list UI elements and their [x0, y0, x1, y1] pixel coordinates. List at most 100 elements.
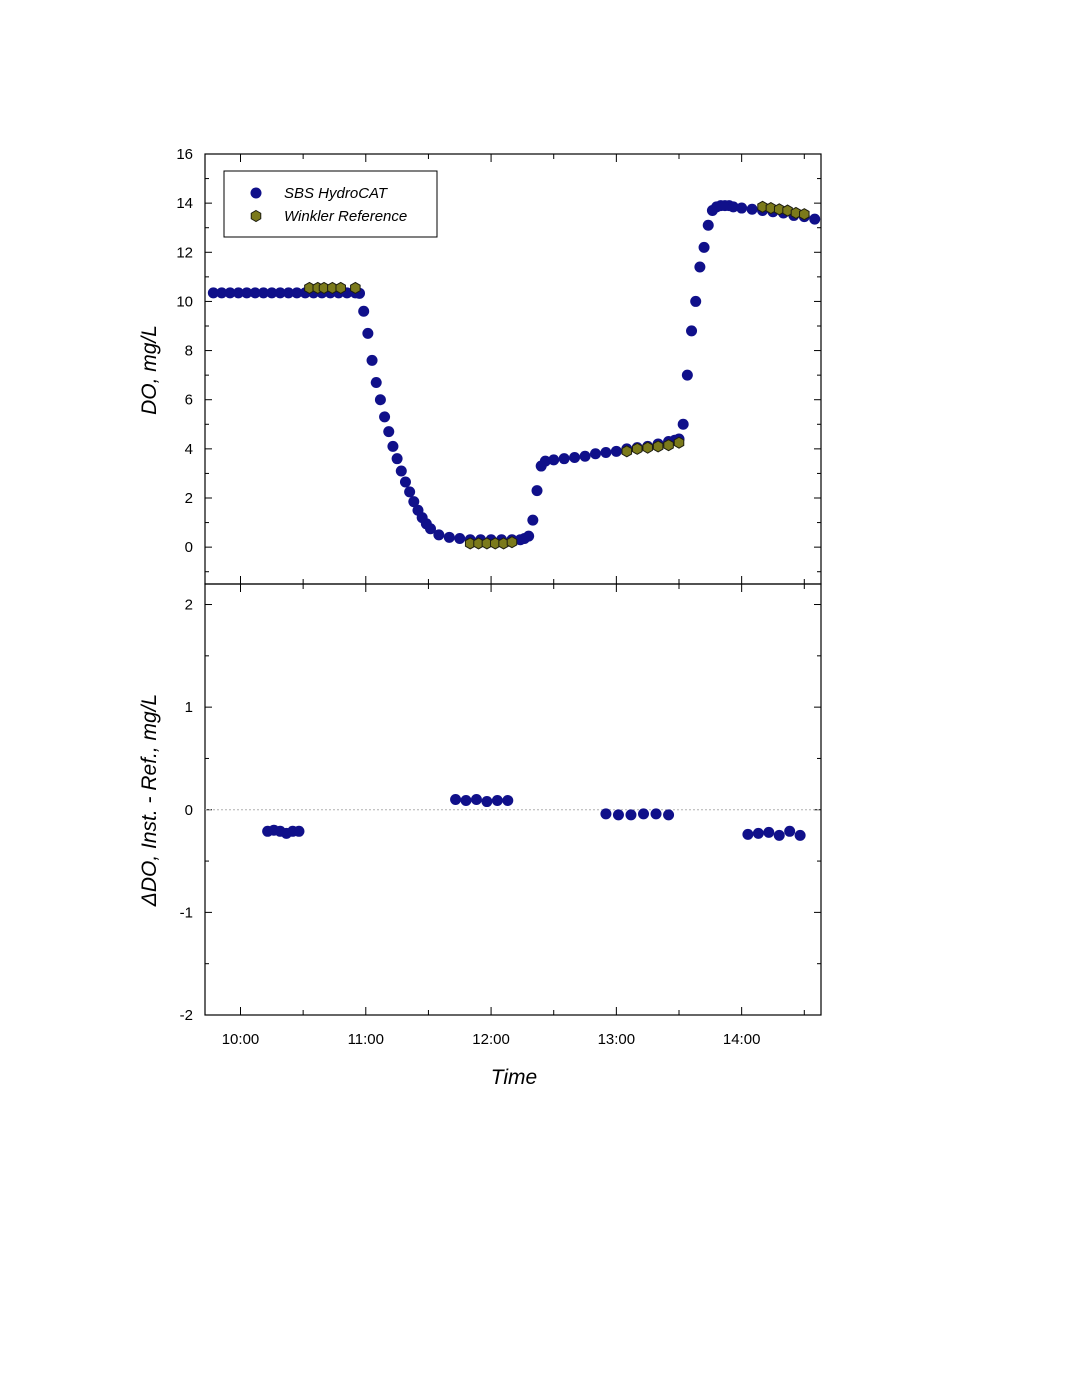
sbs-hydrocat-point: [600, 447, 612, 459]
sbs-hydrocat-point: [531, 485, 543, 497]
sbs-hydrocat-point: [809, 213, 821, 225]
legend-marker-winkler-reference: [250, 209, 262, 223]
delta-do-point: [600, 808, 612, 820]
delta-do-point: [784, 825, 796, 837]
legend-marker-sbs-hydrocat: [250, 187, 262, 199]
x-tick-label: 13:00: [598, 1031, 636, 1048]
sbs-hydrocat-point: [370, 377, 382, 389]
x-tick-label: 14:00: [723, 1031, 761, 1048]
winkler-reference-point: [782, 204, 793, 217]
sbs-hydrocat-point: [443, 531, 455, 543]
sbs-hydrocat-point: [408, 496, 420, 508]
delta-do-point: [450, 794, 462, 805]
sbs-hydrocat-point: [690, 295, 702, 307]
bottom-ytick-label: 2: [185, 597, 193, 614]
sbs-hydrocat-point: [433, 529, 445, 541]
sbs-hydrocat-point: [395, 465, 407, 477]
sbs-hydrocat-point: [266, 287, 278, 299]
sbs-hydrocat-point: [383, 426, 395, 438]
delta-do-point: [650, 808, 662, 820]
sbs-hydrocat-point: [391, 453, 403, 465]
legend-entry-sbs-hydrocat: SBS HydroCAT: [284, 185, 389, 202]
sbs-hydrocat-point: [224, 287, 236, 299]
sbs-hydrocat-point: [610, 445, 622, 457]
sbs-hydrocat-point: [698, 241, 710, 253]
sbs-hydrocat-point: [548, 454, 560, 466]
delta-do-point: [460, 795, 472, 807]
sbs-hydrocat-point: [589, 448, 601, 460]
winkler-reference-point: [652, 440, 664, 453]
sbs-hydrocat-point: [216, 287, 228, 299]
x-tick-label: 12:00: [472, 1031, 510, 1048]
sbs-hydrocat-point: [736, 202, 748, 214]
sbs-hydrocat-point: [257, 287, 269, 299]
sbs-hydrocat-point: [362, 327, 374, 339]
sbs-hydrocat-point: [579, 450, 591, 462]
sbs-hydrocat-point: [404, 486, 416, 498]
winkler-reference-point: [350, 281, 361, 294]
top-ytick-label: 16: [176, 146, 193, 163]
sbs-hydrocat-point: [379, 411, 391, 423]
delta-do-point: [612, 809, 624, 821]
sbs-hydrocat-point: [527, 514, 539, 526]
x-axis-title: Time: [491, 1066, 537, 1089]
x-tick-label: 10:00: [222, 1031, 260, 1048]
sbs-hydrocat-point: [274, 287, 286, 299]
delta-do-point: [752, 827, 764, 839]
top-ytick-label: 6: [185, 392, 193, 409]
winkler-reference-point: [506, 536, 518, 549]
sbs-hydrocat-point: [454, 533, 466, 545]
sbs-hydrocat-point: [232, 287, 244, 299]
sbs-hydrocat-point: [702, 219, 714, 231]
top-ytick-label: 14: [176, 195, 193, 212]
legend-box: [223, 170, 438, 238]
bottom-ytick-label: -2: [180, 1007, 193, 1024]
winkler-reference-point: [673, 436, 685, 449]
data-points: [207, 200, 821, 841]
bottom-ytick-label: -1: [180, 904, 193, 921]
sbs-hydrocat-point: [241, 287, 253, 299]
winkler-reference-point: [642, 441, 653, 454]
winkler-reference-point: [799, 208, 810, 221]
sbs-hydrocat-point: [681, 369, 693, 381]
sbs-hydrocat-point: [523, 530, 535, 542]
delta-do-point: [794, 829, 806, 841]
winkler-reference-point: [631, 442, 643, 455]
bottom-ytick-label: 1: [185, 699, 193, 716]
legend-entry-winkler-reference: Winkler Reference: [284, 208, 407, 225]
sbs-hydrocat-point: [387, 440, 399, 452]
bottom-panel-frame: [204, 583, 822, 1016]
sbs-hydrocat-point: [358, 305, 370, 317]
sbs-hydrocat-point: [283, 287, 295, 299]
top-ytick-label: 0: [185, 539, 193, 556]
bottom-ytick-label: 0: [185, 802, 193, 819]
winkler-reference-point: [621, 445, 633, 458]
delta-do-point: [638, 808, 650, 820]
delta-do-point: [293, 825, 305, 837]
sbs-hydrocat-point: [539, 455, 551, 467]
top-y-axis-title: DO, mg/L: [138, 325, 161, 415]
top-ytick-label: 12: [176, 244, 193, 261]
sbs-hydrocat-point: [425, 523, 437, 535]
top-ytick-label: 2: [185, 490, 193, 507]
delta-do-point: [470, 794, 482, 805]
sbs-hydrocat-point: [569, 451, 581, 463]
sbs-hydrocat-point: [291, 287, 303, 299]
delta-do-point: [763, 826, 775, 838]
sbs-hydrocat-point: [558, 453, 570, 465]
delta-do-point: [625, 809, 637, 821]
sbs-hydrocat-point: [249, 287, 261, 299]
top-ytick-label: 4: [185, 441, 193, 458]
legend: SBS HydroCAT Winkler Reference: [223, 170, 438, 238]
sbs-hydrocat-point: [746, 203, 758, 215]
sbs-hydrocat-point: [374, 394, 386, 406]
top-ytick-label: 8: [185, 343, 193, 360]
sbs-hydrocat-point: [727, 201, 739, 213]
delta-do-point: [491, 795, 503, 807]
bottom-y-axis-title: ΔDO, Inst. - Ref., mg/L: [138, 694, 161, 907]
delta-do-point: [742, 828, 754, 840]
sbs-hydrocat-point: [686, 325, 698, 337]
axis-ticks: [205, 153, 821, 1016]
